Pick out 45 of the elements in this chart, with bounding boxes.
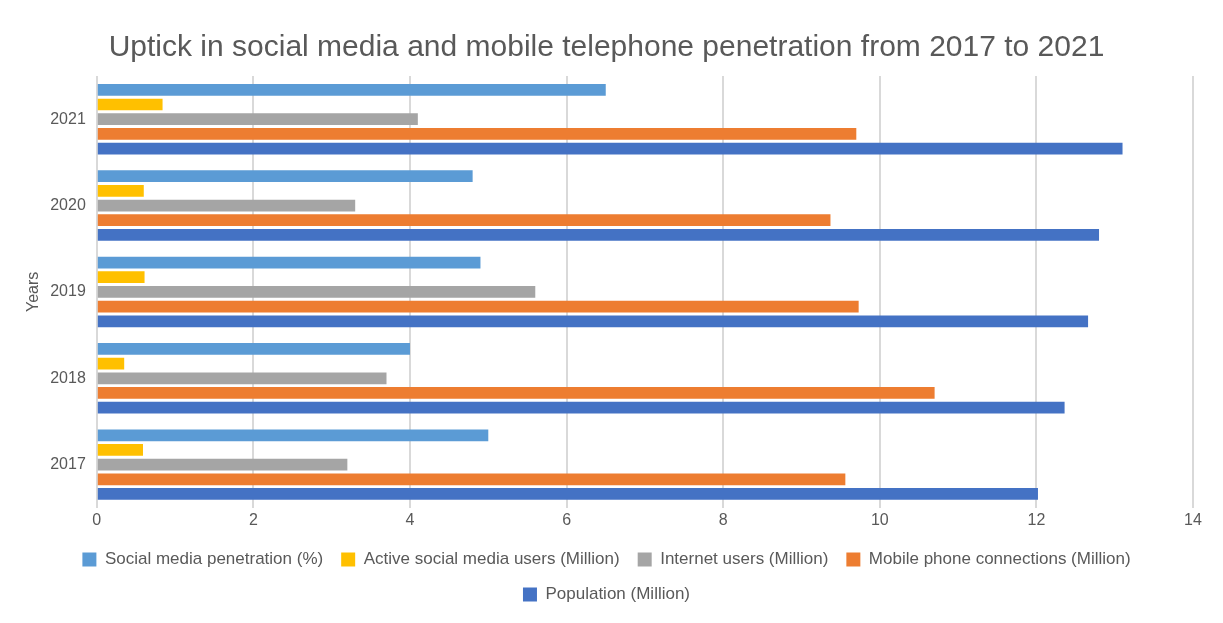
y-tick-label: 2017 (50, 455, 86, 473)
bar (97, 199, 356, 212)
chart-title: Uptick in social media and mobile telephone penetration from 2017 to 2021 (108, 29, 1105, 63)
x-tick-label: 8 (718, 510, 728, 528)
y-tick-label: 2021 (50, 109, 86, 127)
bar (97, 343, 410, 355)
bar (97, 113, 418, 126)
bar (97, 429, 489, 442)
bar (97, 286, 536, 298)
bar (97, 357, 125, 370)
bar (97, 83, 606, 96)
bar (97, 387, 935, 399)
bar (97, 458, 348, 471)
bar (97, 256, 481, 269)
x-tick-label: 14 (1184, 510, 1202, 528)
y-tick-label: 2020 (50, 195, 86, 213)
legend-label: Social media penetration (%) (104, 549, 324, 569)
x-tick-label: 4 (405, 510, 415, 528)
bar (97, 170, 473, 183)
bar (97, 444, 143, 456)
x-tick-label: 10 (870, 510, 889, 528)
bar (97, 98, 163, 111)
y-tick-label: 2019 (50, 282, 86, 300)
bar (97, 488, 1038, 500)
bar (97, 184, 144, 197)
x-tick-label: 6 (562, 510, 572, 528)
bar (97, 271, 145, 284)
bar (97, 127, 857, 140)
bar (97, 300, 859, 313)
bar (97, 229, 1100, 241)
legend-label: Internet users (Million) (660, 549, 829, 569)
legend-label: Mobile phone connections (Million) (868, 549, 1131, 569)
x-tick-label: 12 (1027, 510, 1046, 528)
legend-label: Population (Million) (545, 584, 691, 604)
bar (97, 214, 831, 227)
y-axis-title: Years (24, 271, 42, 313)
x-tick-label: 0 (92, 510, 102, 528)
x-tick-label: 2 (248, 510, 258, 528)
bar (97, 142, 1123, 155)
bar (97, 401, 1065, 414)
bar (97, 473, 846, 486)
y-tick-label: 2018 (50, 368, 86, 386)
legend-label: Active social media users (Million) (363, 549, 620, 569)
bar (97, 372, 387, 385)
bar (97, 315, 1089, 328)
